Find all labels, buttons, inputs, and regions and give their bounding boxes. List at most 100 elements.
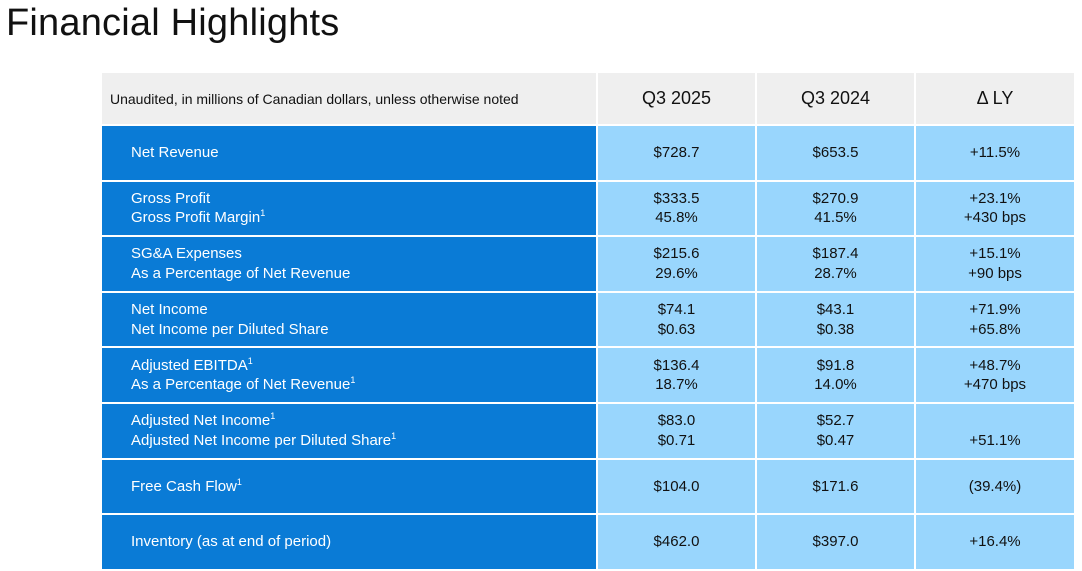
metric-label: Free Cash Flow1 — [131, 476, 242, 495]
metric-value: $43.1 — [816, 301, 855, 319]
metric-value: $653.5 — [812, 144, 859, 162]
units-note: Unaudited, in millions of Canadian dolla… — [102, 73, 597, 124]
metric-value: $0.38 — [816, 320, 855, 338]
metric-value: $171.6 — [812, 477, 859, 495]
table-row: Net Income Net Income per Diluted Share $7… — [102, 291, 1074, 349]
row-label-cell: Gross Profit Gross Profit Margin1 — [102, 180, 597, 238]
value-q3-2024-cell: $43.1 $0.38 — [755, 291, 915, 349]
value-q3-2024-cell: $171.6 — [755, 458, 915, 516]
value-delta-ly-cell: +15.1% +90 bps — [914, 236, 1074, 293]
metric-label: As a Percentage of Net Revenue1 — [131, 375, 356, 394]
footnote-marker: 1 — [270, 411, 276, 422]
row-label-cell: Adjusted Net Income1 Adjusted Net Income … — [102, 402, 597, 460]
table-row: Inventory (as at end of period) $462.0 $39… — [102, 514, 1074, 571]
value-delta-ly-cell: +48.7% +470 bps — [914, 347, 1074, 404]
metric-label: SG&A Expenses — [131, 245, 242, 263]
metric-value: $215.6 — [653, 245, 700, 263]
metric-value: $74.1 — [657, 301, 696, 319]
value-q3-2024-cell: $397.0 — [755, 514, 915, 571]
value-q3-2025-cell: $215.6 29.6% — [596, 236, 756, 293]
value-q3-2024-cell: $52.7 $0.47 — [755, 402, 915, 460]
metric-value: (39.4%) — [968, 477, 1022, 495]
value-delta-ly-cell: (39.4%) — [914, 458, 1074, 516]
column-header-delta-ly: Δ LY — [914, 73, 1074, 124]
footnote-marker: 1 — [247, 355, 253, 366]
row-label-cell: SG&A Expenses As a Percentage of Net Reve… — [102, 236, 597, 293]
metric-label: Inventory (as at end of period) — [131, 533, 332, 551]
value-delta-ly-cell: +23.1% +430 bps — [914, 180, 1074, 238]
value-q3-2024-cell: $653.5 — [755, 126, 915, 182]
metric-value: +430 bps — [963, 209, 1027, 227]
value-q3-2025-cell: $333.5 45.8% — [596, 180, 756, 238]
metric-value: +16.4% — [969, 533, 1021, 551]
table-row: Free Cash Flow1 $104.0 $171.6 (39.4%) — [102, 458, 1074, 516]
value-delta-ly-cell: +71.9% +65.8% — [914, 291, 1074, 349]
row-label-cell: Adjusted EBITDA1 As a Percentage of Net R… — [102, 347, 597, 404]
metric-value: $52.7 — [816, 412, 855, 430]
metric-label: As a Percentage of Net Revenue — [131, 264, 351, 282]
metric-value: $187.4 — [812, 245, 859, 263]
metric-value — [916, 411, 1074, 431]
value-q3-2025-cell: $104.0 — [596, 458, 756, 516]
column-header-q3-2024: Q3 2024 — [755, 73, 915, 124]
metric-value: +51.1% — [969, 431, 1021, 449]
metric-label: Net Income — [131, 301, 208, 319]
metric-value: $136.4 — [653, 356, 700, 374]
metric-label: Gross Profit Margin1 — [131, 208, 266, 227]
financial-highlights-table: Unaudited, in millions of Canadian dolla… — [102, 73, 1074, 571]
metric-value: $0.71 — [657, 431, 696, 449]
value-delta-ly-cell: +11.5% — [914, 126, 1074, 182]
value-q3-2024-cell: $187.4 28.7% — [755, 236, 915, 293]
metric-value: 18.7% — [655, 376, 698, 394]
metric-label: Adjusted EBITDA1 — [131, 355, 253, 374]
page-title: Financial Highlights — [6, 2, 340, 44]
footnote-marker: 1 — [236, 476, 242, 487]
row-label-cell: Inventory (as at end of period) — [102, 514, 597, 571]
value-delta-ly-cell: +16.4% — [914, 514, 1074, 571]
metric-value: $397.0 — [812, 533, 859, 551]
row-label-cell: Net Revenue — [102, 126, 597, 182]
table-body: Net Revenue $728.7 $653.5 +11.5% Gross Profi… — [102, 126, 1074, 571]
value-q3-2024-cell: $270.9 41.5% — [755, 180, 915, 238]
metric-label: Adjusted Net Income per Diluted Share1 — [131, 430, 397, 449]
metric-value: 28.7% — [814, 264, 857, 282]
metric-value: +71.9% — [969, 301, 1021, 319]
metric-label: Net Revenue — [131, 144, 219, 162]
table-header-row: Unaudited, in millions of Canadian dolla… — [102, 73, 1074, 124]
value-delta-ly-cell: +51.1% — [914, 402, 1074, 460]
table-row: Adjusted EBITDA1 As a Percentage of Net R… — [102, 347, 1074, 404]
value-q3-2025-cell: $83.0 $0.71 — [596, 402, 756, 460]
column-header-q3-2025: Q3 2025 — [596, 73, 756, 124]
metric-value: +15.1% — [969, 245, 1021, 263]
metric-value: $0.47 — [816, 431, 855, 449]
metric-value: $333.5 — [653, 189, 700, 207]
table-row: Net Revenue $728.7 $653.5 +11.5% — [102, 126, 1074, 182]
value-q3-2025-cell: $136.4 18.7% — [596, 347, 756, 404]
row-label-cell: Free Cash Flow1 — [102, 458, 597, 516]
table-row: Gross Profit Gross Profit Margin1 $333.5 45… — [102, 180, 1074, 238]
value-q3-2025-cell: $728.7 — [596, 126, 756, 182]
row-label-cell: Net Income Net Income per Diluted Share — [102, 291, 597, 349]
table-row: Adjusted Net Income1 Adjusted Net Income … — [102, 402, 1074, 460]
footnote-marker: 1 — [350, 375, 356, 386]
metric-value: $270.9 — [812, 189, 859, 207]
footnote-marker: 1 — [260, 208, 266, 219]
metric-value: 45.8% — [655, 209, 698, 227]
metric-value: $91.8 — [816, 356, 855, 374]
metric-value: $0.63 — [657, 320, 696, 338]
metric-value: $83.0 — [657, 412, 696, 430]
metric-value: 41.5% — [814, 209, 857, 227]
value-q3-2025-cell: $74.1 $0.63 — [596, 291, 756, 349]
metric-label: Gross Profit — [131, 189, 211, 207]
metric-value: $728.7 — [653, 144, 700, 162]
footnote-marker: 1 — [391, 430, 397, 441]
metric-label: Adjusted Net Income1 — [131, 411, 276, 430]
metric-value: 14.0% — [814, 376, 857, 394]
value-q3-2025-cell: $462.0 — [596, 514, 756, 571]
metric-value: +48.7% — [969, 356, 1021, 374]
value-q3-2024-cell: $91.8 14.0% — [755, 347, 915, 404]
metric-value: +23.1% — [969, 189, 1021, 207]
metric-value: +470 bps — [963, 376, 1027, 394]
metric-value: +90 bps — [968, 264, 1022, 282]
metric-value: 29.6% — [655, 264, 698, 282]
